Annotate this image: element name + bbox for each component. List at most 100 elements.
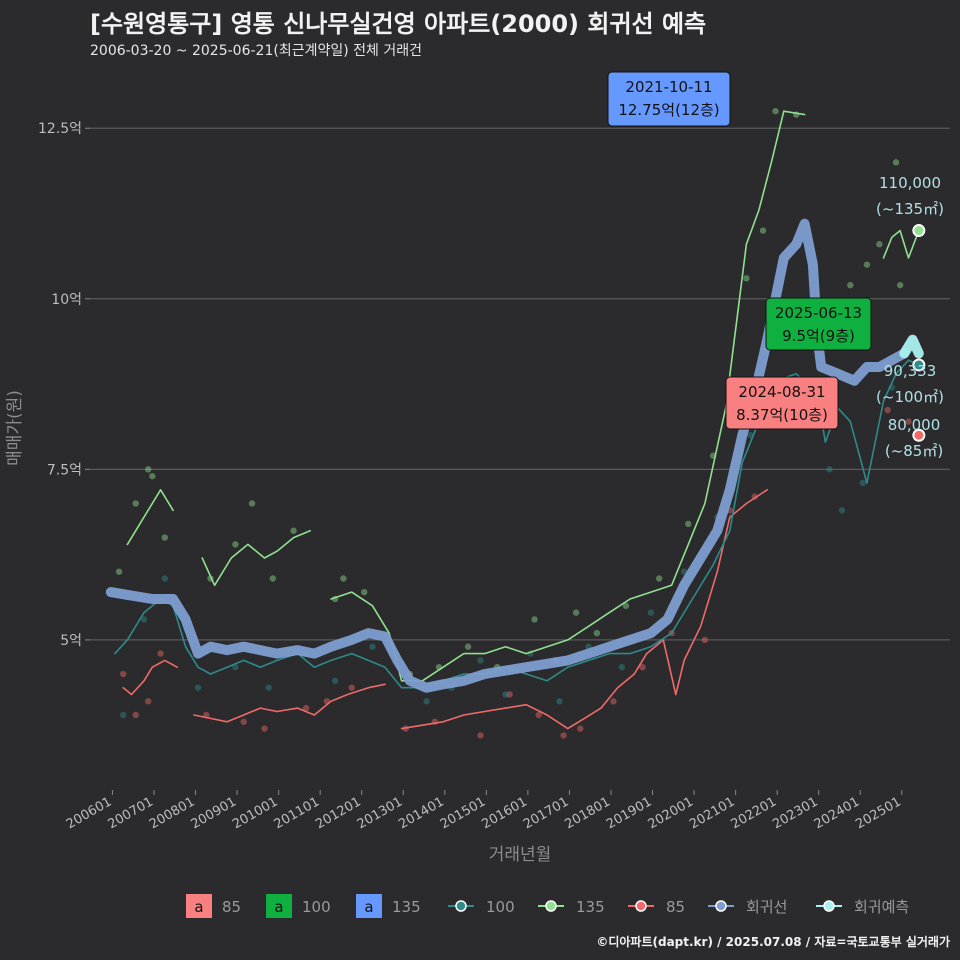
x-tick-label: 202501 [853, 794, 903, 832]
y-tick-label: 12.5억 [38, 121, 82, 137]
x-tick-label: 202401 [812, 794, 862, 832]
scatter-point-85 [610, 698, 617, 705]
callout-text: 8.37억(10층) [736, 406, 828, 424]
scatter-point-100 [647, 609, 655, 616]
end-point-marker [912, 358, 926, 372]
callout-box [765, 297, 872, 351]
series-line-회귀선 [105, 218, 910, 693]
legend-label-text: 85 [222, 898, 241, 916]
legend-line-marker [455, 900, 467, 912]
scatter-point-135 [115, 568, 123, 575]
scatter-point-135 [593, 629, 601, 637]
callout-box [725, 376, 839, 430]
scatter-point-85 [905, 418, 912, 425]
scatter-point-100 [838, 507, 846, 514]
x-tick-label: 201301 [355, 794, 405, 832]
end-label-135: 110,000 [879, 174, 941, 192]
series-line-135 [126, 110, 920, 682]
legend-line-text: 회귀예측 [854, 898, 909, 916]
callout-text: 12.75억(12층) [618, 101, 719, 119]
legend-line-text: 회귀선 [746, 898, 787, 916]
legend-label-text: 135 [392, 898, 421, 916]
x-tick-label: 201501 [438, 794, 488, 832]
series-line-회귀예측 [899, 334, 924, 359]
end-point-marker [912, 428, 926, 442]
scatter-point-135 [132, 500, 139, 507]
legend-line-text: 135 [576, 898, 605, 916]
scatter-point-85 [639, 663, 646, 671]
scatter-point-135 [340, 575, 347, 582]
scatter-point-85 [477, 732, 484, 739]
scatter-point-135 [685, 520, 692, 528]
scatter-point-100 [826, 466, 833, 473]
callout-box [607, 71, 731, 127]
legend-line-marker [635, 900, 647, 912]
legend-line-text: 100 [486, 898, 515, 916]
scatter-point-100 [423, 698, 430, 705]
x-tick-label: 201801 [562, 794, 612, 832]
scatter-point-100 [502, 691, 509, 698]
scatter-point-85 [120, 670, 127, 678]
scatter-point-85 [132, 711, 139, 719]
legend-line-marker [545, 900, 557, 912]
scatter-point-135 [572, 609, 580, 616]
x-tick-label: 200901 [189, 794, 239, 832]
end-label-85: 80,000 [888, 416, 941, 434]
y-tick-label: 5억 [60, 633, 82, 649]
end-label-100: 90,333 [884, 362, 937, 380]
scatter-point-100 [556, 698, 563, 705]
grid-lines [90, 127, 950, 641]
legend-label-key [186, 894, 212, 918]
scatter-point-135 [232, 541, 239, 548]
series-line-85 [122, 489, 768, 730]
y-tick-label: 7.5억 [47, 462, 82, 478]
scatter-point-135 [531, 616, 538, 623]
scatter-point-135 [361, 588, 368, 596]
legend-label-glyph: a [274, 898, 283, 916]
scatter-point-85 [144, 698, 152, 705]
end-point-marker [912, 224, 926, 238]
scatter-point-85 [577, 725, 584, 732]
x-axis-title: 거래년월 [489, 845, 552, 865]
footer-credit: ©디아파트(dapt.kr) / 2025.07.08 / 자료=국토교통부 실… [596, 935, 950, 949]
scatter-point-100 [369, 643, 376, 650]
scatter-point-100 [859, 479, 866, 487]
y-axis-title: 매매가(원) [5, 390, 25, 466]
x-tick-label: 202201 [729, 794, 779, 832]
scatter-point-135 [876, 241, 883, 248]
x-tick-label: 202001 [646, 794, 696, 832]
scatter-point-135 [464, 643, 472, 650]
scatter-point-100 [120, 711, 127, 719]
scatter-point-85 [261, 725, 268, 732]
scatter-point-85 [884, 406, 891, 414]
scatter-point-135 [892, 159, 900, 166]
scatter-point-100 [140, 616, 148, 623]
scatter-point-135 [149, 472, 156, 480]
x-tick-label: 201701 [521, 794, 571, 832]
scatter-point-135 [896, 281, 904, 289]
scatter-point-85 [506, 691, 513, 698]
legend-label-key [356, 894, 382, 918]
scatter-point-100 [477, 657, 484, 664]
callout-text: 9.5억(9층) [782, 327, 855, 345]
scatter-point-135 [290, 527, 297, 534]
legend: a 85 a 100 a 135 100 135 85 회귀선 회귀예측 [186, 894, 909, 918]
x-tick-label: 201601 [479, 794, 529, 832]
end-label-100: (~100㎡) [876, 388, 944, 406]
scatter-point-85 [302, 704, 310, 712]
scatter-point-85 [535, 711, 542, 719]
scatter-point-100 [618, 663, 625, 671]
scatter-point-135 [248, 500, 256, 507]
x-tick-label: 201101 [272, 794, 322, 832]
legend-label-glyph: a [194, 898, 203, 916]
scatter-point-135 [863, 261, 871, 268]
legend-line-marker [715, 900, 727, 912]
scatter-point-135 [161, 534, 168, 541]
scatter-point-135 [144, 466, 152, 473]
end-label-135: (~135㎡) [876, 200, 944, 218]
scatter-point-85 [348, 684, 355, 691]
x-tick-label: 201001 [230, 794, 280, 832]
x-tick-label: 200801 [147, 794, 197, 832]
scatter-point-100 [194, 684, 202, 691]
